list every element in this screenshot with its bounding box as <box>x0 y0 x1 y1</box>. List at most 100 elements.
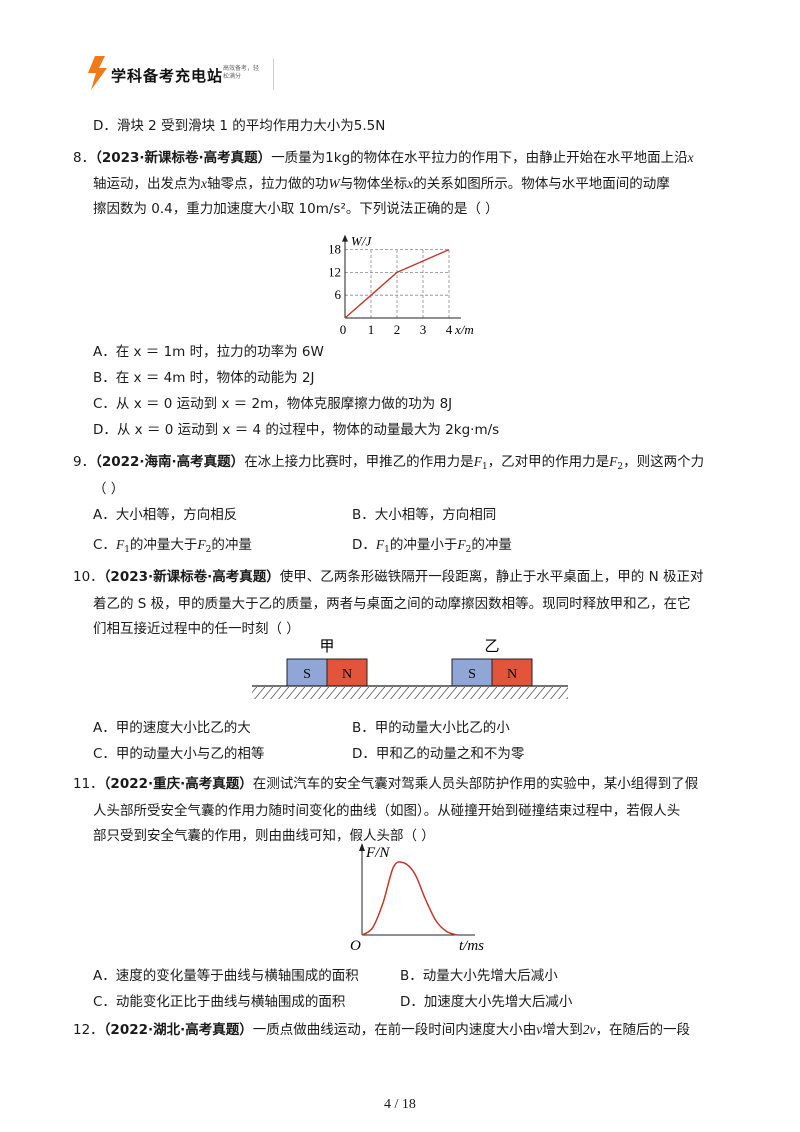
q9-f1: F <box>473 454 482 469</box>
q9-stem-c: ，则这两个力 <box>623 454 705 470</box>
q9-d-f2: F <box>457 537 466 552</box>
q8-var-x2: x <box>201 176 207 191</box>
magnet-jia-label: 甲 <box>319 637 334 655</box>
q9-number: 9． <box>73 454 96 470</box>
y-tick-label: 18 <box>330 242 341 257</box>
header: 学科备考充电站 高效备考，轻松满分 <box>75 52 275 94</box>
x-tick-label: 4 <box>446 322 453 335</box>
q11-option-a: A．速度的变化量等于曲线与横轴围成的面积 <box>93 968 359 984</box>
q11-option-b: B．动量大小先增大后减小 <box>400 968 558 984</box>
x-axis-label: x/m <box>454 322 474 335</box>
q9-d-f1-sub: 1 <box>384 545 390 555</box>
q9-line1: 9．（2022·海南·高考真题）在冰上接力比赛时，甲推乙的作用力是F1，乙对甲的… <box>73 450 704 472</box>
y-axis-label: W/J <box>351 234 372 249</box>
q10-line3: 们相互接近过程中的任一时刻（ ） <box>93 621 300 637</box>
q9-option-c: C．F1的冲量大于F2的冲量 <box>93 533 252 555</box>
q10-option-d: D．甲和乙的动量之和不为零 <box>352 746 525 762</box>
q9-option-d-mid: 的冲量小于 <box>389 537 458 553</box>
q12-stem-a: 一质点做曲线运动，在前一段时间内速度大小由 <box>252 1022 537 1038</box>
q12-var-2v: 2v <box>582 1022 596 1037</box>
table-hatching <box>252 687 568 699</box>
q9-option-d-post: 的冲量 <box>471 537 512 553</box>
lightning-bolt-icon <box>88 56 107 90</box>
q9-c-f2: F <box>197 537 206 552</box>
magnet-yi-n-text: N <box>507 667 517 682</box>
q10-stem-1: 使甲、乙两条形磁铁隔开一段距离，静止于水平桌面上，甲的 N 极正对 <box>279 569 704 585</box>
y-tick-label: 6 <box>335 287 342 302</box>
q12-line1: 12．（2022·湖北·高考真题）一质点做曲线运动，在前一段时间内速度大小由v增… <box>73 1018 690 1038</box>
q8-option-c: C．从 x ＝ 0 运动到 x ＝ 2m，物体克服摩擦力做的功为 8J <box>93 396 453 412</box>
q12-number: 12． <box>73 1022 104 1038</box>
q10-line2: 着乙的 S 极，甲的质量大于乙的质量，两者与桌面之间的动摩擦因数相等。现同时释放… <box>93 596 691 612</box>
q10-source: （2023·新课标卷·高考真题） <box>103 569 280 585</box>
y-tick-label: 12 <box>330 264 341 279</box>
q8-line2: 轴运动，出发点为x轴零点，拉力做的功W与物体坐标x的关系如图所示。物体与水平地面… <box>93 172 670 192</box>
x-tick-label: 1 <box>368 322 375 335</box>
q9-source: （2022·海南·高考真题） <box>95 454 245 470</box>
x-tick-label: 0 <box>340 322 347 335</box>
q8-stem-1: 一质量为1kg的物体在水平拉力的作用下，由静止开始在水平地面上沿 <box>271 150 688 166</box>
q9-stem-b: ，乙对甲的作用力是 <box>487 454 610 470</box>
force-curve <box>361 861 458 936</box>
q8-option-b: B．在 x ＝ 4m 时，物体的动能为 2J <box>93 370 315 386</box>
origin-label: O <box>350 938 361 954</box>
page-number: 4 / 18 <box>384 1097 416 1112</box>
y-axis-arrow <box>342 234 348 242</box>
brand-slogan: 高效备考，轻松满分 <box>223 65 260 80</box>
q8-var-x: x <box>687 150 694 165</box>
q9-option-c-post: 的冲量 <box>211 537 252 553</box>
work-series-line <box>344 248 450 319</box>
x-axis-label: t/ms <box>459 938 484 954</box>
q11-line3: 部只受到安全气囊的作用，则由曲线可知，假人头部（ ） <box>93 828 435 844</box>
q8-option-a: A．在 x ＝ 1m 时，拉力的功率为 6W <box>93 344 324 360</box>
q8-stem-2a: 轴运动，出发点为 <box>93 176 201 192</box>
q11-option-c: C．动能变化正比于曲线与横轴围成的面积 <box>93 994 346 1010</box>
q12-var-v: v <box>536 1022 543 1037</box>
q9-f2-sub: 2 <box>617 462 624 472</box>
q11-number: 11． <box>73 776 104 792</box>
prev-option-d: D．滑块 2 受到滑块 1 的平均作用力大小为5.5N <box>93 118 386 134</box>
q10-option-a: A．甲的速度大小比乙的大 <box>93 720 251 736</box>
q8-stem-2b: 轴零点，拉力做的功 <box>207 176 329 192</box>
q9-option-c-mid: 的冲量大于 <box>129 537 198 553</box>
q11-stem-1: 在测试汽车的安全气囊对驾乘人员头部防护作用的实验中，某小组得到了假 <box>252 776 699 792</box>
q9-option-d-letter: D． <box>352 537 376 553</box>
brand-name: 学科备考充电站 <box>111 67 224 85</box>
q9-option-d: D．F1的冲量小于F2的冲量 <box>352 533 512 555</box>
q10-option-c: C．甲的动量大小与乙的相等 <box>93 746 265 762</box>
q9-d-f1: F <box>375 537 385 552</box>
q12-stem-c: ，在随后的一段 <box>595 1022 691 1038</box>
q8-option-d: D．从 x ＝ 0 运动到 x ＝ 4 的过程中，物体的动量最大为 2kg·m/… <box>93 422 500 438</box>
q8-var-w: W <box>328 176 340 191</box>
q11-option-d: D．加速度大小先增大后减小 <box>400 994 573 1010</box>
magnet-jia-s-text: S <box>303 667 311 682</box>
q8-stem-2c: 与物体坐标 <box>339 176 408 192</box>
q12-stem-b: 增大到 <box>542 1022 583 1038</box>
q9-c-f1: F <box>115 537 125 552</box>
y-axis-arrow <box>359 843 365 851</box>
x-tick-label: 3 <box>420 322 427 335</box>
q9-option-b: B．大小相等，方向相同 <box>352 507 497 523</box>
q8-var-x3: x <box>407 176 414 191</box>
q9-option-c-letter: C． <box>93 537 116 553</box>
q10-number: 10． <box>73 569 104 585</box>
q8-number: 8． <box>73 150 96 166</box>
q9-c-f2-sub: 2 <box>205 545 212 555</box>
q11-line2: 人头部所受安全气囊的作用力随时间变化的曲线（如图）。从碰撞开始到碰撞结束过程中，… <box>93 803 681 819</box>
magnet-jia-n-text: N <box>342 667 352 682</box>
q8-stem-2d: 的关系如图所示。物体与水平地面间的动摩 <box>413 176 670 192</box>
q10-line1: 10．（2023·新课标卷·高考真题）使甲、乙两条形磁铁隔开一段距离，静止于水平… <box>73 565 703 585</box>
q12-source: （2022·湖北·高考真题） <box>103 1022 253 1038</box>
q9-paren: （ ） <box>93 481 125 497</box>
x-tick-label: 2 <box>394 322 401 335</box>
q9-c-f1-sub: 1 <box>124 545 130 555</box>
q10-option-b: B．甲的动量大小比乙的小 <box>352 720 510 736</box>
header-divider <box>273 58 274 90</box>
magnet-yi-label: 乙 <box>484 637 499 655</box>
q9-f1-sub: 1 <box>481 462 488 472</box>
q8-line1: 8．（2023·新课标卷·高考真题）一质量为1kg的物体在水平拉力的作用下，由静… <box>73 146 694 166</box>
magnet-yi-s-text: S <box>468 667 476 682</box>
q11-source: （2022·重庆·高考真题） <box>103 776 253 792</box>
